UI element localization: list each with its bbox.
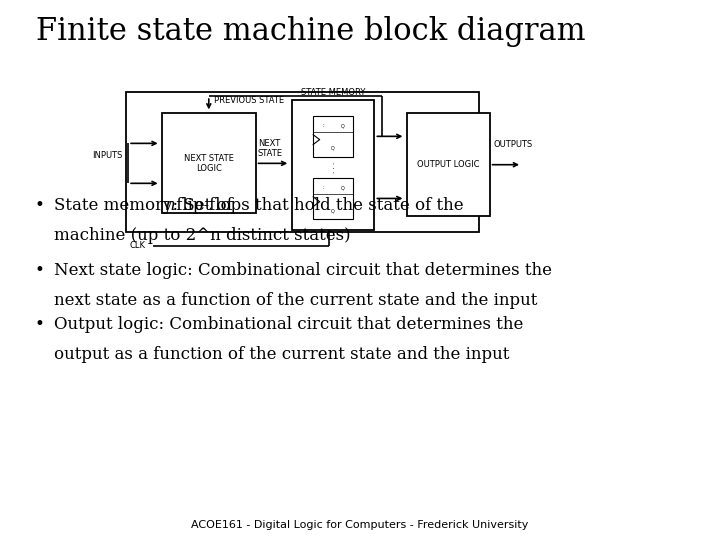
Bar xyxy=(126,92,479,232)
Bar xyxy=(313,178,353,219)
Text: PREVIOUS STATE: PREVIOUS STATE xyxy=(215,96,284,105)
Text: next state as a function of the current state and the input: next state as a function of the current … xyxy=(54,292,537,308)
Text: Finite state machine block diagram: Finite state machine block diagram xyxy=(36,16,585,47)
Text: INPUTS: INPUTS xyxy=(92,151,122,160)
Text: . . .: . . . xyxy=(330,162,336,173)
Text: :: : xyxy=(323,123,324,127)
Text: •: • xyxy=(35,316,45,333)
Text: Next state logic: Combinational circuit that determines the: Next state logic: Combinational circuit … xyxy=(54,262,552,279)
Text: State memory: Set of: State memory: Set of xyxy=(54,197,238,214)
Text: Q: Q xyxy=(341,124,345,129)
Text: flip-flops that hold the state of the: flip-flops that hold the state of the xyxy=(171,197,464,214)
Text: STATE MEMORY: STATE MEMORY xyxy=(301,88,365,97)
Text: NEXT STATE
LOGIC: NEXT STATE LOGIC xyxy=(184,154,234,173)
Text: machine (up to 2^n distinct states): machine (up to 2^n distinct states) xyxy=(54,227,351,244)
Text: :: : xyxy=(323,185,324,190)
Text: Q: Q xyxy=(331,146,335,151)
Text: CLK: CLK xyxy=(130,241,145,250)
Text: output as a function of the current state and the input: output as a function of the current stat… xyxy=(54,346,509,362)
Text: Q: Q xyxy=(331,208,335,213)
Text: NEXT
STATE: NEXT STATE xyxy=(258,139,283,158)
Text: •: • xyxy=(35,262,45,279)
Text: •: • xyxy=(35,197,45,214)
Text: OUTPUTS: OUTPUTS xyxy=(493,140,533,149)
Text: OUTPUT LOGIC: OUTPUT LOGIC xyxy=(417,160,480,169)
Bar xyxy=(292,100,374,230)
Bar xyxy=(162,113,256,213)
Text: Output logic: Combinational circuit that determines the: Output logic: Combinational circuit that… xyxy=(54,316,523,333)
Bar xyxy=(407,113,490,216)
Text: n: n xyxy=(164,197,175,214)
Text: Q: Q xyxy=(341,186,345,191)
Bar xyxy=(313,116,353,157)
Text: ACOE161 - Digital Logic for Computers - Frederick University: ACOE161 - Digital Logic for Computers - … xyxy=(192,520,528,530)
